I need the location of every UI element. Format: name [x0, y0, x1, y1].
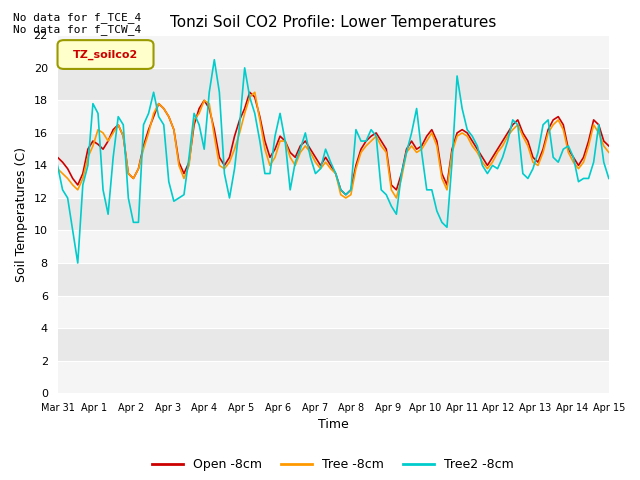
Title: Tonzi Soil CO2 Profile: Lower Temperatures: Tonzi Soil CO2 Profile: Lower Temperatur…: [170, 15, 497, 30]
Bar: [58, 133, 609, 166]
Bar: [58, 328, 609, 360]
Bar: [58, 230, 609, 263]
Line: Open -8cm: Open -8cm: [58, 92, 609, 195]
Line: Tree -8cm: Tree -8cm: [58, 92, 609, 198]
Tree2 -8cm: [211, 57, 218, 62]
Open -8cm: [600, 138, 607, 144]
Bar: [58, 263, 609, 296]
Tree -8cm: [342, 195, 349, 201]
Open -8cm: [246, 89, 253, 95]
Tree2 -8cm: [226, 195, 234, 201]
Text: No data for f_TCW_4: No data for f_TCW_4: [13, 24, 141, 35]
Tree -8cm: [605, 150, 612, 156]
Open -8cm: [312, 155, 319, 160]
Text: TZ_soilco2: TZ_soilco2: [73, 49, 138, 60]
Bar: [58, 166, 609, 198]
Y-axis label: Soil Temperatures (C): Soil Temperatures (C): [15, 147, 28, 282]
Tree2 -8cm: [453, 73, 461, 79]
Tree -8cm: [312, 159, 319, 165]
Bar: [58, 296, 609, 328]
Legend: Open -8cm, Tree -8cm, Tree2 -8cm: Open -8cm, Tree -8cm, Tree2 -8cm: [147, 453, 519, 476]
Tree2 -8cm: [605, 176, 612, 181]
Tree2 -8cm: [74, 260, 81, 266]
Tree -8cm: [216, 163, 223, 168]
Open -8cm: [342, 192, 349, 198]
Open -8cm: [580, 155, 588, 160]
Tree2 -8cm: [332, 171, 340, 177]
Open -8cm: [605, 143, 612, 149]
Bar: [58, 360, 609, 393]
Tree -8cm: [54, 166, 61, 171]
Tree -8cm: [251, 89, 259, 95]
Tree -8cm: [453, 133, 461, 139]
Line: Tree2 -8cm: Tree2 -8cm: [58, 60, 609, 263]
Bar: [58, 198, 609, 230]
Tree2 -8cm: [54, 163, 61, 168]
Open -8cm: [327, 163, 335, 168]
Open -8cm: [453, 130, 461, 136]
Tree -8cm: [580, 159, 588, 165]
Bar: [58, 68, 609, 100]
Tree2 -8cm: [600, 159, 607, 165]
Tree2 -8cm: [317, 166, 324, 171]
Tree2 -8cm: [580, 176, 588, 181]
Open -8cm: [216, 155, 223, 160]
Tree -8cm: [327, 166, 335, 171]
Bar: [58, 36, 609, 68]
X-axis label: Time: Time: [318, 419, 349, 432]
Text: No data for f_TCE_4: No data for f_TCE_4: [13, 12, 141, 23]
Tree -8cm: [600, 143, 607, 149]
Open -8cm: [54, 155, 61, 160]
Bar: [58, 100, 609, 133]
